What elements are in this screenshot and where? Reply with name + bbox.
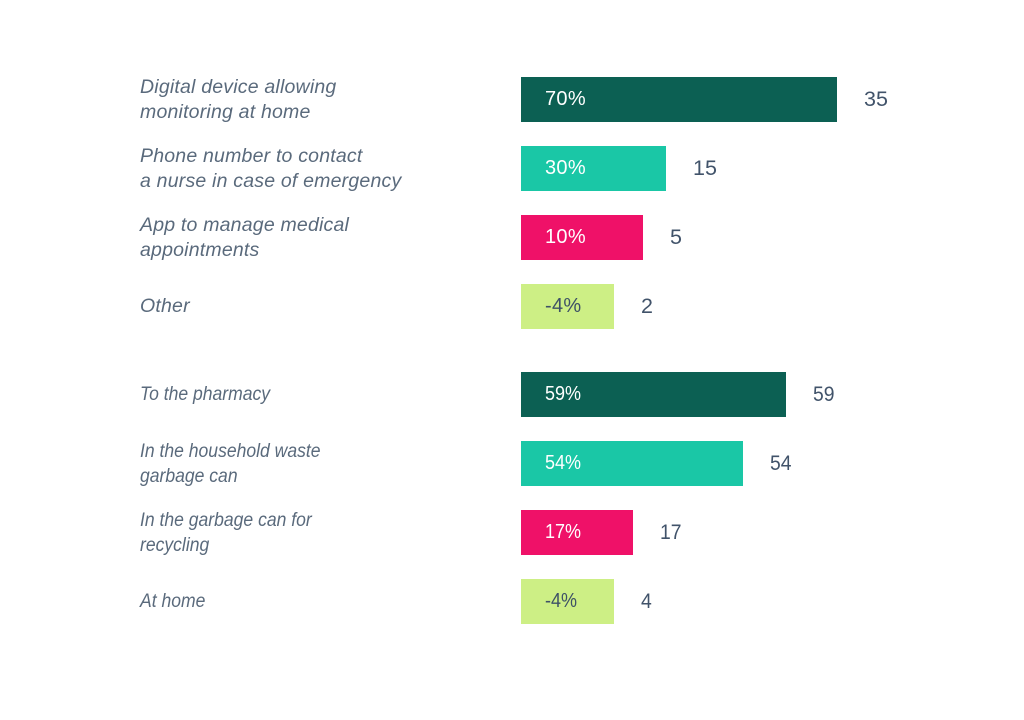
row-label: Phone number to contact a nurse in case … [140,144,402,192]
chart-row: In the household waste garbage can 54% 5… [140,439,888,487]
chart-row: To the pharmacy 59% 59 [140,372,888,417]
row-value: 35 [864,87,888,111]
chart-row: App to manage medical appointments 10% 5 [140,213,888,261]
row-label: Digital device allowing monitoring at ho… [140,75,337,123]
row-label: In the household waste garbage can [140,439,321,487]
bar: 59% [521,372,786,417]
bar-percent-label: 59% [545,383,582,405]
bar-percent-label: 10% [545,226,586,248]
row-value: 4 [641,589,652,613]
row-value: 59 [813,382,835,406]
bar-percent-label: -4% [545,590,578,612]
chart-row: In the garbage can for recycling 17% 17 [140,508,888,556]
bar-percent-label: -4% [545,295,582,317]
chart-row: Other -4% 2 [140,284,888,329]
bar: 54% [521,441,743,486]
row-label: To the pharmacy [140,383,271,405]
row-label: Other [140,295,190,317]
bar-percent-label: 70% [545,88,586,110]
chart-group-2: To the pharmacy 59% 59 In the household … [140,372,888,624]
chart-row: At home -4% 4 [140,579,888,624]
row-value: 15 [693,156,717,180]
bar-chart: Digital device allowing monitoring at ho… [140,75,888,648]
bar-percent-label: 54% [545,452,582,474]
row-value: 5 [670,225,682,249]
chart-row: Digital device allowing monitoring at ho… [140,75,888,123]
row-value: 54 [770,451,792,475]
bar-percent-label: 17% [545,521,582,543]
chart-group-1: Digital device allowing monitoring at ho… [140,75,888,329]
row-label: App to manage medical appointments [140,213,350,261]
bar: -4% [521,579,614,624]
bar: 70% [521,77,837,122]
bar: 10% [521,215,643,260]
bar-percent-label: 30% [545,157,586,179]
row-value: 17 [660,520,682,544]
chart-row: Phone number to contact a nurse in case … [140,144,888,192]
bar: 30% [521,146,666,191]
bar: 17% [521,510,633,555]
bar: -4% [521,284,614,329]
row-label: In the garbage can for recycling [140,508,312,556]
row-label: At home [140,590,206,612]
row-value: 2 [641,294,653,318]
